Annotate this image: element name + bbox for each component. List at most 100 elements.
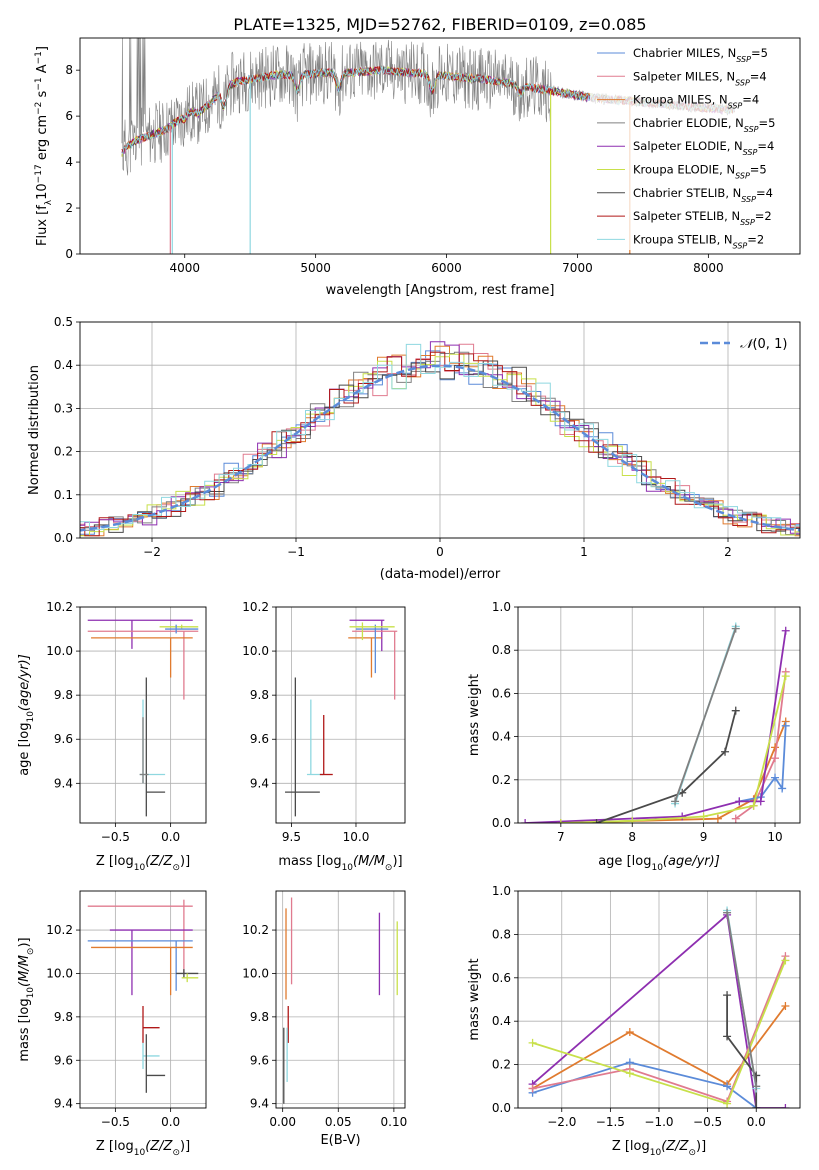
x-tick-label: 0.0 [161,830,180,844]
y-tick-label: 4 [65,155,73,169]
x-tick-label: 8000 [693,261,724,275]
x-tick-label: 0.05 [325,1115,352,1129]
age_vs_mass-panel: 9.5 10.0 9.4 9.6 9.8 10.0 10.2 mass [log10(M/M⊙… [242,600,406,873]
series-marker [778,784,787,793]
kroupa_miles-point [91,946,193,996]
kroupa_elodie-series [556,672,790,823]
salpeter_miles-series [528,952,790,1106]
x-tick-label: 2 [724,545,732,559]
x-tick-label: 9.5 [282,830,301,844]
series-marker [521,819,530,823]
y-tick-label: 0.2 [492,1058,511,1072]
x-tick-label: −1 [287,545,305,559]
residuals-panel: −2 −1 0 1 2 0.0 0.1 0.2 0.3 0.4 0.5 (data-model)/er… [27,315,801,582]
legend-entry: Kroupa STELIB, NSSP=2 [633,232,764,250]
kroupa_miles-series [556,717,790,823]
x-tick-label: −2 [143,545,161,559]
series-line [532,955,787,1103]
series-marker [723,1099,732,1108]
kroupa_stelib-point [306,699,324,776]
x-tick-label: 5000 [300,261,331,275]
series-marker [592,819,601,823]
y-tick-label: 0.4 [492,1014,511,1028]
series-marker [749,801,758,810]
y-axis-label: Normed distribution [27,365,42,495]
series-marker [781,1104,790,1108]
y-tick-label: 0.4 [54,358,73,372]
x-tick-label: −2.0 [547,1115,576,1129]
kroupa_elodie-point [159,624,199,630]
x-tick-label: −0.5 [693,1115,722,1129]
kroupa_elodie-series [528,956,790,1108]
series-marker [781,626,790,635]
series-marker [528,1084,537,1093]
series-marker [731,624,740,633]
mass_vs_ebv-panel: 0.00 0.05 0.10 9.4 9.6 9.8 10.0 10.2 E(B-V) [242,890,408,1148]
series-marker [731,814,740,823]
series-marker [781,721,790,730]
salpeter_elodie-series [521,626,790,823]
y-tick-label: 0.5 [54,315,73,329]
x-axis-label: E(B-V) [320,1133,360,1148]
series-marker [556,819,565,823]
legend-entry: Salpeter ELODIE, NSSP=4 [633,139,774,157]
y-tick-label: 9.4 [250,776,269,790]
y-tick-label: 9.8 [54,1010,73,1024]
axes-frame [79,890,207,1109]
x-tick-label: 9 [700,830,708,844]
series-line [532,913,786,1108]
series-marker [781,1002,790,1011]
legend-entry: Salpeter STELIB, NSSP=2 [633,209,772,227]
chabrier_stelib-series [592,706,740,823]
y-axis-label: Flux [fλ10−17 erg cm−2 s−1 A−1] [34,46,54,246]
x-axis-label: (data-model)/error [380,567,501,582]
y-tick-label: 9.6 [250,1053,269,1067]
y-tick-label: 0.0 [492,816,511,830]
y-tick-label: 9.8 [250,1010,269,1024]
chabrier_miles-point [87,940,193,991]
series-marker [752,1082,761,1091]
spectrum-legend: Chabrier MILES, NSSP=5 Salpeter MILES, NS… [590,42,796,250]
series-marker [721,747,730,756]
y-tick-label: 2 [65,201,73,215]
age_vs_mass-plot-area [285,619,398,817]
x-tick-label: 0.00 [269,1115,296,1129]
series-marker [731,706,740,715]
series-marker [699,812,708,821]
axes-frame [517,606,801,824]
y-tick-label: 0.2 [492,773,511,787]
weight_vs_Z-plot-area [528,906,790,1108]
y-tick-label: 0.0 [492,1101,511,1115]
y-axis-label: age [log10(age/yr)] [17,654,36,776]
y-tick-label: 9.8 [250,688,269,702]
y-axis-label: mass weight [467,958,482,1040]
weight_vs_age-plot-area [521,622,790,823]
series-marker [756,797,765,806]
series-marker [781,672,790,681]
mass_vs_ebv-plot-area [283,897,398,1104]
series-marker [625,1028,634,1037]
series-line [532,960,787,1105]
y-tick-label: 0.6 [492,686,511,700]
legend-entry: Salpeter MILES, NSSP=4 [633,69,767,87]
y-tick-label: 9.6 [250,732,269,746]
x-tick-label: −0.5 [101,830,130,844]
kroupa_elodie-point [181,973,199,983]
chabrier_miles-point [355,624,389,674]
y-axis-label: mass weight [467,674,482,756]
y-tick-label: 10.0 [46,966,73,980]
y-tick-label: 9.4 [54,1097,73,1111]
y-tick-label: 1.0 [492,600,511,614]
legend-entry: Kroupa MILES, NSSP=4 [633,93,759,111]
x-tick-label: 0.10 [381,1115,408,1129]
residuals-plot-area [80,341,800,537]
kroupa_miles-point [348,637,382,678]
y-tick-label: 10.2 [46,600,73,614]
x-axis-label: Z [log10(Z/Z⊙)] [612,1139,706,1158]
salpeter_elodie-point [109,929,193,996]
y-tick-label: 9.8 [54,688,73,702]
chabrier_elodie-point [139,717,149,784]
y-tick-label: 0.8 [492,927,511,941]
y-tick-label: 9.6 [54,1053,73,1067]
